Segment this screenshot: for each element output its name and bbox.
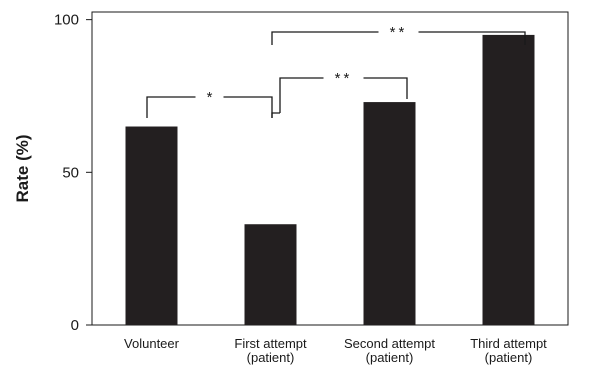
- bracket-connector: [271, 112, 280, 118]
- significance-bracket-1: [279, 77, 408, 113]
- x-tick-label: (patient): [366, 350, 414, 365]
- bar-2: [363, 102, 416, 326]
- significance-label: *: [207, 89, 213, 106]
- bar-0: [125, 126, 178, 325]
- x-tick-label: Volunteer: [124, 336, 180, 351]
- significance-label: **: [390, 24, 408, 41]
- bars: [125, 34, 535, 326]
- significance-bracket-2: [271, 31, 526, 45]
- y-axis-label: Rate (%): [13, 134, 32, 202]
- bar-3: [482, 34, 535, 326]
- x-tick-label: Third attempt: [470, 336, 547, 351]
- bar-1: [244, 224, 297, 325]
- x-tick-label: (patient): [247, 350, 295, 365]
- y-tick-label: 0: [71, 317, 79, 334]
- significance-bracket-0: [146, 96, 273, 118]
- axes: [86, 11, 569, 326]
- y-tick-label: 50: [62, 164, 79, 181]
- plot-frame: [91, 11, 569, 326]
- significance-brackets: [146, 31, 526, 118]
- x-tick-label: First attempt: [234, 336, 307, 351]
- y-tick-label: 100: [54, 12, 79, 29]
- significance-label: **: [335, 70, 353, 87]
- x-tick-label: Second attempt: [344, 336, 435, 351]
- x-tick-label: (patient): [485, 350, 533, 365]
